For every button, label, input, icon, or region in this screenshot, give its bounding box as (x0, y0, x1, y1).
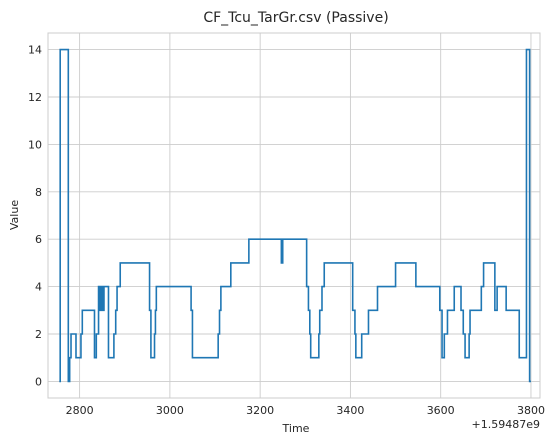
plot-area (47, 32, 541, 399)
chart-title: CF_Tcu_TarGr.csv (Passive) (203, 10, 388, 26)
plot-frame (47, 32, 541, 399)
series-line (59, 48, 531, 383)
tick-labels: 2800 3000 3200 3400 3600 3800 0 2 4 6 8 10 12 14 (28, 44, 545, 417)
y-tick-label: 12 (28, 91, 42, 104)
y-tick-label: 0 (35, 375, 42, 388)
y-axis-label: Value (8, 200, 21, 230)
y-tick-label: 2 (35, 328, 42, 341)
y-tick-label: 4 (35, 281, 42, 294)
y-tick-label: 10 (28, 138, 42, 151)
y-tick-label: 14 (28, 44, 42, 57)
x-tick-label: 3800 (517, 404, 545, 417)
x-tick-label: 3600 (427, 404, 455, 417)
x-tick-label: 2800 (66, 404, 94, 417)
y-tick-label: 6 (35, 233, 42, 246)
x-tick-label: 3400 (336, 404, 364, 417)
x-tick-label: 3000 (156, 404, 184, 417)
x-tick-label: 3200 (246, 404, 274, 417)
grid (48, 33, 540, 398)
y-tick-label: 8 (35, 186, 42, 199)
x-axis-label: Time (282, 422, 310, 435)
x-offset-text: +1.59487e9 (472, 418, 540, 431)
series-layer (59, 48, 531, 383)
